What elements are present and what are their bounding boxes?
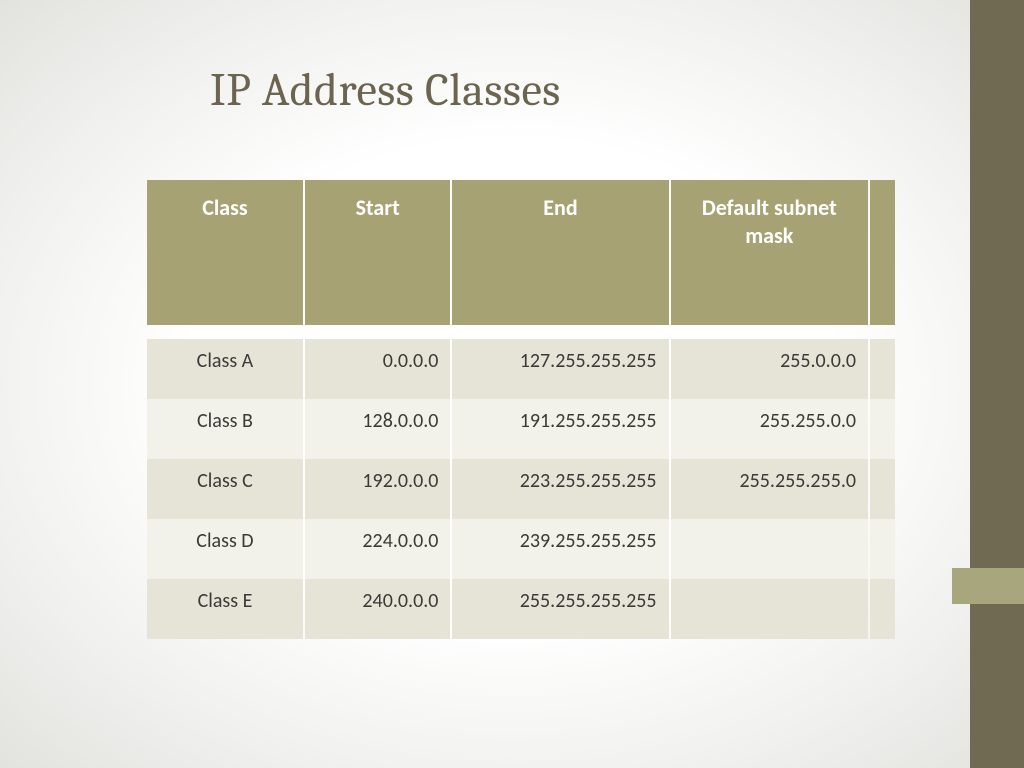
table-row: Class C 192.0.0.0 223.255.255.255 255.25…	[147, 459, 895, 519]
cell-end: 239.255.255.255	[452, 519, 668, 579]
col-header-class: Class	[147, 180, 303, 325]
cell-extra	[870, 579, 895, 639]
col-header-start: Start	[305, 180, 451, 325]
cell-class: Class E	[147, 579, 303, 639]
table-row: Class A 0.0.0.0 127.255.255.255 255.0.0.…	[147, 339, 895, 399]
cell-extra	[870, 519, 895, 579]
cell-start: 128.0.0.0	[305, 399, 451, 459]
page-title: IP Address Classes	[210, 64, 561, 117]
table-row: Class D 224.0.0.0 239.255.255.255	[147, 519, 895, 579]
decor-right-accent	[952, 568, 1024, 604]
cell-mask	[671, 579, 868, 639]
cell-extra	[870, 459, 895, 519]
cell-class: Class D	[147, 519, 303, 579]
col-header-mask: Default subnet mask	[671, 180, 868, 325]
cell-extra	[870, 339, 895, 399]
cell-start: 240.0.0.0	[305, 579, 451, 639]
cell-end: 127.255.255.255	[452, 339, 668, 399]
cell-mask: 255.255.0.0	[671, 399, 868, 459]
col-header-extra	[870, 180, 895, 325]
col-header-end: End	[452, 180, 668, 325]
table-row: Class E 240.0.0.0 255.255.255.255	[147, 579, 895, 639]
cell-class: Class A	[147, 339, 303, 399]
decor-right-bar	[970, 0, 1024, 768]
table-row: Class B 128.0.0.0 191.255.255.255 255.25…	[147, 399, 895, 459]
table-header-row: Class Start End Default subnet mask	[147, 180, 895, 325]
cell-end: 255.255.255.255	[452, 579, 668, 639]
cell-mask	[671, 519, 868, 579]
cell-start: 192.0.0.0	[305, 459, 451, 519]
cell-class: Class B	[147, 399, 303, 459]
cell-end: 223.255.255.255	[452, 459, 668, 519]
cell-class: Class C	[147, 459, 303, 519]
cell-start: 0.0.0.0	[305, 339, 451, 399]
cell-end: 191.255.255.255	[452, 399, 668, 459]
cell-mask: 255.0.0.0	[671, 339, 868, 399]
cell-mask: 255.255.255.0	[671, 459, 868, 519]
cell-extra	[870, 399, 895, 459]
cell-start: 224.0.0.0	[305, 519, 451, 579]
ip-class-table: Class Start End Default subnet mask Clas…	[145, 180, 897, 639]
